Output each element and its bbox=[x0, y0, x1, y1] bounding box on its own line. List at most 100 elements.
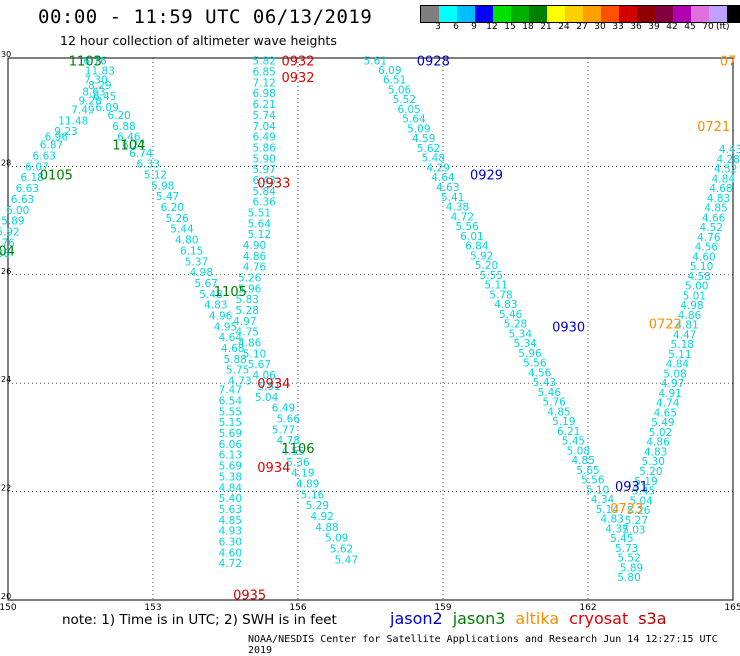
wave-height-value: 4.47 bbox=[673, 329, 696, 341]
wave-height-value: 5.82 bbox=[252, 56, 275, 68]
wave-height-value: 4.78 bbox=[277, 435, 300, 447]
wave-height-value: 6.07 bbox=[25, 161, 48, 173]
wave-height-value: 4.96 bbox=[209, 310, 233, 322]
legend-tick-label: 36 bbox=[630, 22, 642, 32]
wave-height-value: 5.28 bbox=[236, 305, 259, 317]
wave-height-value: 4.74 bbox=[656, 398, 680, 410]
wave-height-value: 4.64 bbox=[219, 332, 243, 344]
satellite-name: s3a bbox=[638, 609, 667, 628]
wave-height-value: 5.65 bbox=[576, 465, 599, 477]
wave-height-value: 5.55 bbox=[219, 406, 242, 418]
wave-height-value: 5.64 bbox=[402, 114, 426, 126]
pass-time-label: 1103 bbox=[69, 55, 102, 70]
wave-height-value: 5.30 bbox=[642, 456, 665, 468]
legend-tick-label: 18 bbox=[522, 22, 534, 32]
wave-height-value: 5.51 bbox=[248, 207, 271, 219]
wave-height-value: 5.15 bbox=[219, 417, 242, 429]
legend-tick-label: 33 bbox=[612, 22, 624, 32]
wave-height-value: 5.64 bbox=[248, 218, 272, 230]
wave-height-value: 5.43 bbox=[533, 377, 556, 389]
pass-time-label: 0721 bbox=[697, 120, 730, 135]
wave-height-value: 5.45 bbox=[610, 533, 633, 545]
pass-time-label: 0929 bbox=[470, 169, 503, 184]
wave-height-value: 6.30 bbox=[219, 536, 242, 548]
wave-height-value: 4.34 bbox=[591, 494, 615, 506]
legend-tick-label: 42 bbox=[666, 22, 678, 32]
wave-height-value: 6.21 bbox=[252, 99, 275, 111]
wave-height-value: 5.40 bbox=[219, 493, 242, 505]
wave-height-value: 4.91 bbox=[658, 388, 681, 400]
pass-time-label: 0930 bbox=[552, 320, 585, 335]
wave-height-value: 5.37 bbox=[185, 256, 208, 268]
wave-height-value: 6.49 bbox=[252, 132, 275, 144]
wave-height-value: 5.48 bbox=[422, 153, 445, 165]
legend-swatch bbox=[565, 6, 583, 22]
y-tick-label: 20 bbox=[1, 592, 11, 601]
pass-time-label: 0105 bbox=[40, 169, 73, 184]
legend-swatch bbox=[637, 6, 655, 22]
wave-height-value: 6.54 bbox=[219, 396, 243, 408]
wave-height-value: 11.48 bbox=[58, 115, 88, 127]
wave-height-value: 4.28 bbox=[716, 154, 739, 166]
legend-tick-label: 21 bbox=[540, 22, 552, 32]
wave-height-value: 5.56 bbox=[523, 358, 547, 370]
wave-height-value: 4.75 bbox=[236, 327, 259, 339]
credit-line: NOAA/NESDIS Center for Satellite Applica… bbox=[248, 634, 718, 656]
legend-tick-label: 6 bbox=[453, 22, 459, 32]
pass-time-label: 0104 bbox=[0, 244, 15, 259]
wave-height-value: 6.46 bbox=[117, 132, 141, 144]
legend-swatch bbox=[493, 6, 511, 22]
wave-height-value: 6.85 bbox=[252, 67, 275, 79]
wave-height-value: 4.52 bbox=[700, 222, 723, 234]
wave-height-value: 5.19 bbox=[634, 476, 657, 488]
wave-height-value: 5.29 bbox=[306, 500, 329, 512]
satellite-name: jason3 bbox=[452, 609, 506, 628]
x-tick-label: 165 bbox=[724, 603, 740, 613]
pass-time-label: 1105 bbox=[214, 285, 247, 300]
wave-height-value: 6.18 bbox=[20, 172, 43, 184]
y-tick-label: 24 bbox=[1, 375, 11, 384]
y-tick-label: 22 bbox=[1, 484, 11, 493]
legend-swatch bbox=[457, 6, 475, 22]
legend-swatch bbox=[475, 6, 493, 22]
wave-height-value: 5.36 bbox=[286, 457, 310, 469]
legend-swatch bbox=[727, 6, 740, 22]
wave-height-value: 5.06 bbox=[388, 84, 412, 96]
wave-height-value: 6.15 bbox=[180, 245, 203, 257]
wave-height-value: 5.18 bbox=[671, 339, 694, 351]
wave-height-value: 4.98 bbox=[680, 300, 703, 312]
wave-height-value: 5.89 bbox=[1, 216, 24, 228]
wave-height-value: 4.86 bbox=[678, 310, 702, 322]
wave-height-value: 4.84 bbox=[219, 482, 243, 494]
wave-height-value: 5.96 bbox=[238, 283, 262, 295]
wave-height-value: 5.26 bbox=[627, 505, 651, 517]
wave-height-value: 4.38 bbox=[446, 202, 469, 214]
wave-height-value: 6.49 bbox=[272, 403, 295, 415]
wave-height-value: 5.10 bbox=[586, 484, 609, 496]
wave-height-value: 4.86 bbox=[238, 338, 262, 350]
wave-height-value: 6.05 bbox=[397, 104, 420, 116]
wave-height-value: 5.20 bbox=[475, 260, 498, 272]
wave-height-value: 4.93 bbox=[219, 526, 242, 538]
pass-time-label: 0928 bbox=[417, 55, 450, 70]
wave-height-value: 7.49 bbox=[71, 104, 94, 116]
wave-height-value: 7.12 bbox=[252, 77, 275, 89]
y-tick-label: 30 bbox=[1, 50, 11, 59]
pass-time-label: 0931 bbox=[615, 480, 648, 495]
legend-tick-label: 3 bbox=[435, 22, 441, 32]
wave-height-value: 4.63 bbox=[436, 182, 459, 194]
wave-height-value: 6.20 bbox=[161, 202, 184, 214]
wave-height-value: 4.85 bbox=[571, 455, 594, 467]
satellite-name: altika bbox=[515, 609, 560, 628]
wave-height-value: 4.52 bbox=[714, 164, 737, 176]
wave-height-value: 5.69 bbox=[219, 428, 242, 440]
wave-height-value: 5.90 bbox=[252, 153, 275, 165]
wave-height-value: 5.47 bbox=[335, 554, 358, 566]
wave-height-value: 5.73 bbox=[615, 543, 638, 555]
wave-height-value: 4.83 bbox=[600, 514, 623, 526]
wave-height-value: 7.04 bbox=[252, 121, 276, 133]
wave-height-value: 4.98 bbox=[190, 267, 213, 279]
pass-time-label: 0932 bbox=[281, 71, 314, 86]
wave-height-value: 6.51 bbox=[383, 75, 406, 87]
